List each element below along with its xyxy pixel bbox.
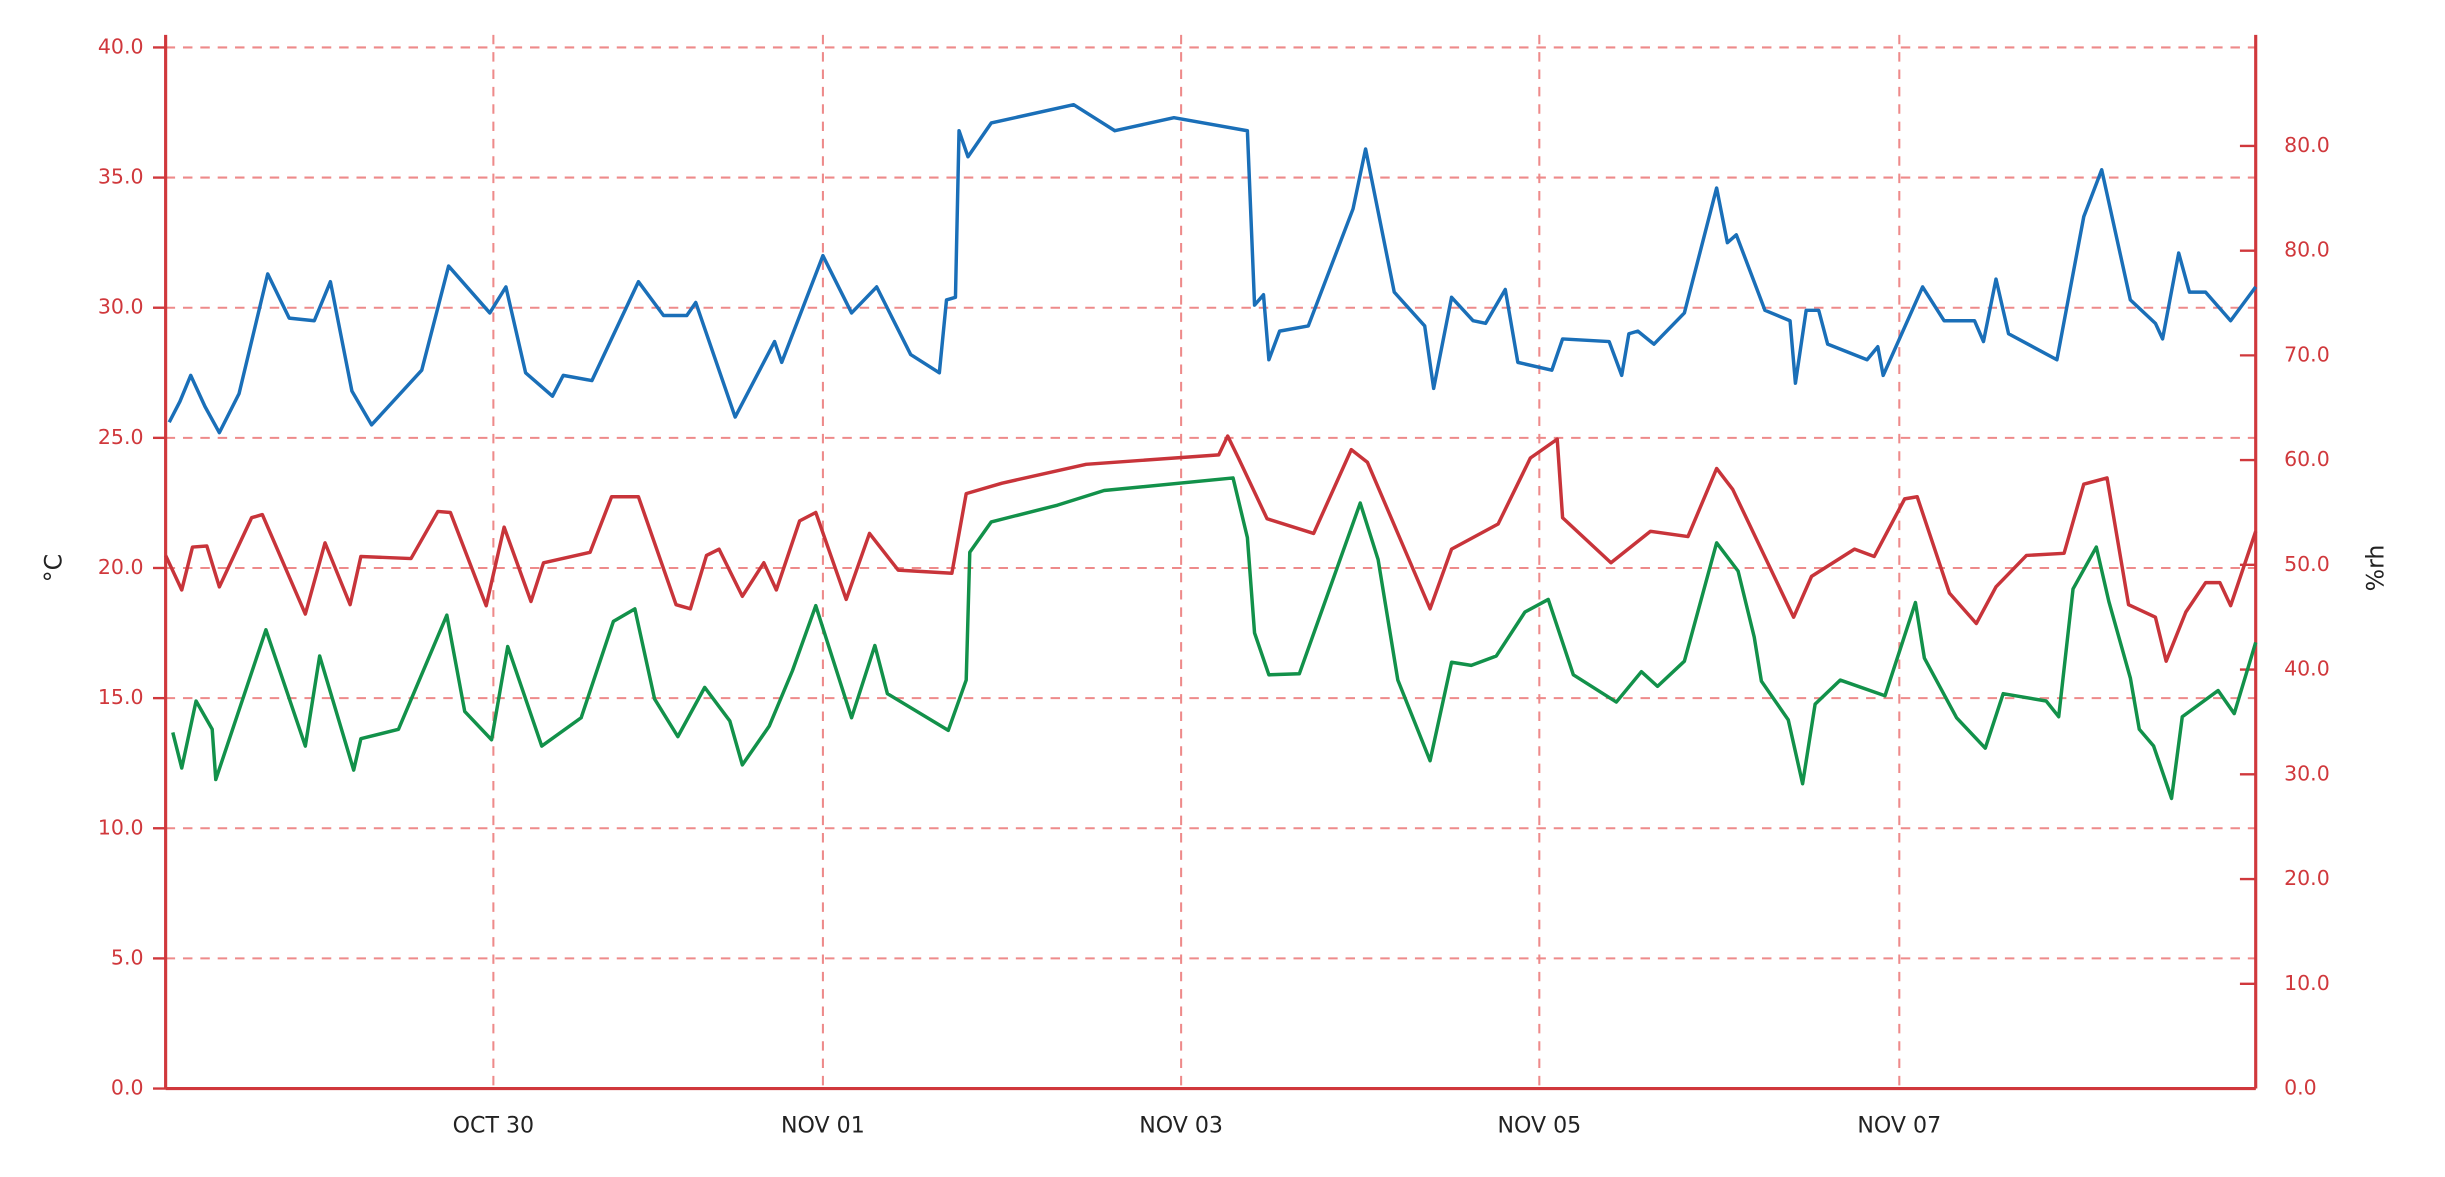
series-line [171,476,2258,801]
y2-tick-label: 0.0 [2284,1076,2317,1100]
y-tick-label: 0.0 [111,1076,144,1100]
y-tick-label: 35.0 [98,165,144,189]
x-tick-label: NOV 05 [1497,1113,1581,1138]
y-tick-label: 10.0 [98,815,144,839]
x-tick-label: NOV 07 [1857,1113,1941,1138]
y2-tick-label: 50.0 [2284,552,2330,576]
y2-tick-label: 80.0 [2284,238,2330,262]
y-tick-label: 40.0 [98,34,144,58]
y2-axis-label: %rh [2362,545,2390,592]
y-tick-label: 30.0 [98,295,144,319]
y2-tick-label: 80.0 [2284,133,2330,157]
y2-tick-label: 30.0 [2284,761,2330,785]
y2-tick-label: 60.0 [2284,447,2330,471]
y-tick-label: 20.0 [98,555,144,579]
y-axis-label: °C [40,554,68,582]
y2-tick-label: 40.0 [2284,657,2330,681]
y2-tick-label: 70.0 [2284,342,2330,366]
y-tick-label: 5.0 [111,945,144,969]
y-tick-label: 15.0 [98,685,144,709]
y2-tick-label: 20.0 [2284,866,2330,890]
series-line [167,102,2258,435]
series-line [164,434,2258,663]
y2-tick-label: 10.0 [2284,971,2330,995]
x-tick-label: NOV 01 [781,1113,865,1138]
x-tick-label: OCT 30 [453,1113,534,1138]
x-tick-label: NOV 03 [1139,1113,1223,1138]
y-tick-label: 25.0 [98,425,144,449]
